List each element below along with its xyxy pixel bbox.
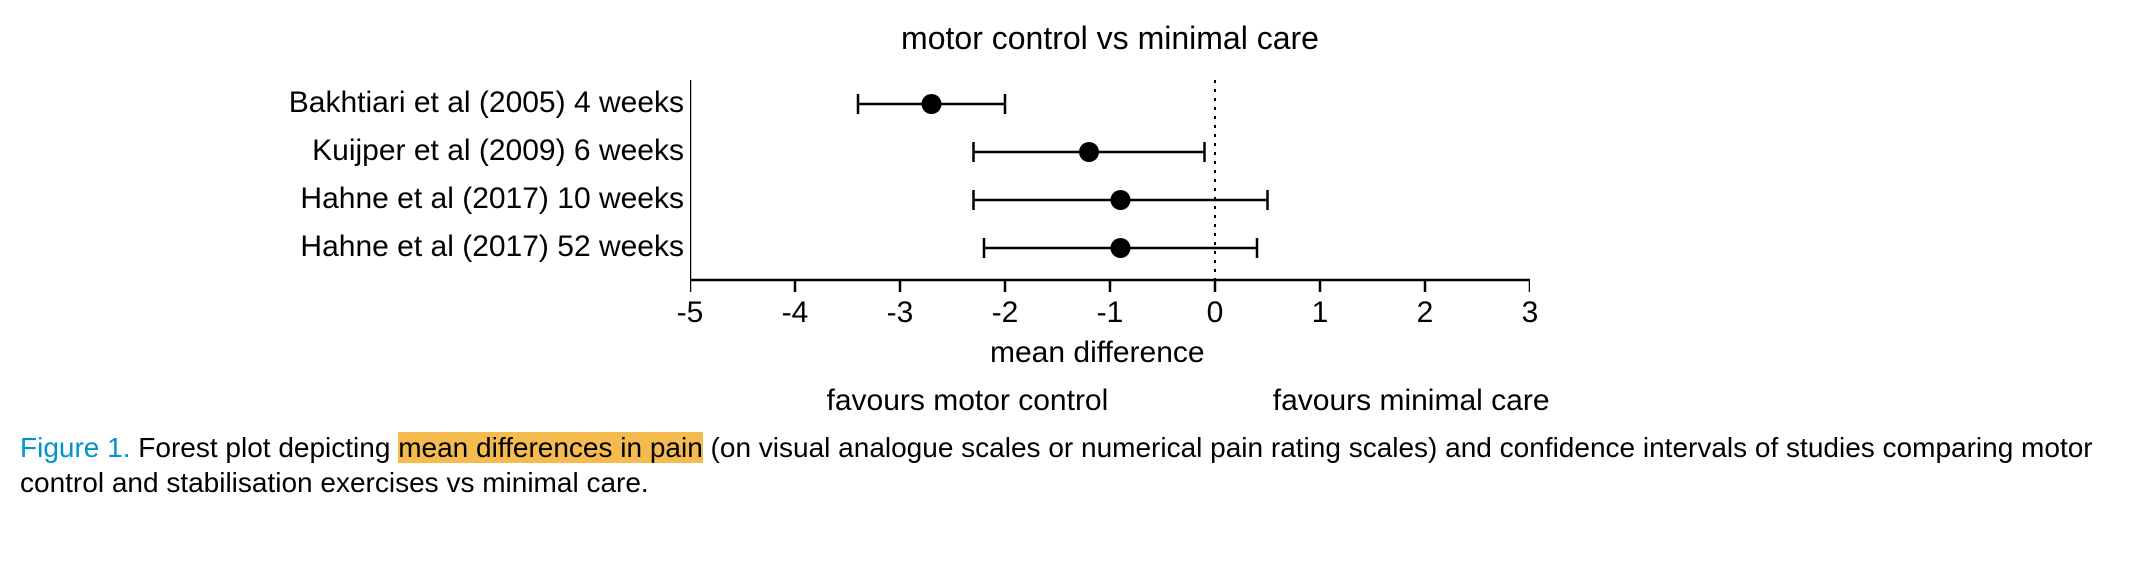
x-tick-label: 3 [1522,296,1539,330]
figure-caption: Figure 1. Forest plot depicting mean dif… [20,430,2132,500]
x-tick-label: -4 [782,296,809,330]
x-tick-labels: -5-4-3-2-10123 [690,296,1530,336]
x-tick-label: 2 [1417,296,1434,330]
x-tick-label: 0 [1207,296,1224,330]
x-tick-label: -3 [887,296,914,330]
favours-left-label: favours motor control [827,384,1109,418]
study-label: Kuijper et al (2009) 6 weeks [312,134,684,168]
caption-highlight: mean differences in pain [398,432,703,463]
x-tick-label: 1 [1312,296,1329,330]
x-tick-label: -1 [1097,296,1124,330]
study-label: Hahne et al (2017) 10 weeks [300,182,684,216]
favours-right-label: favours minimal care [1273,384,1550,418]
chart-title: motor control vs minimal care [880,20,1340,57]
x-tick-label: -5 [677,296,704,330]
study-label: Hahne et al (2017) 52 weeks [300,230,684,264]
figure-label: Figure 1. [20,432,131,463]
forest-plot: Bakhtiari et al (2005) 4 weeksKuijper et… [690,80,1530,420]
figure-wrapper: motor control vs minimal care Bakhtiari … [0,0,2152,568]
x-tick-label: -2 [992,296,1019,330]
x-axis-title: mean difference [990,336,1205,370]
study-labels-column: Bakhtiari et al (2005) 4 weeks Kuijper et… [84,80,684,300]
study-label: Bakhtiari et al (2005) 4 weeks [289,86,684,120]
caption-before: Forest plot depicting [131,432,399,463]
